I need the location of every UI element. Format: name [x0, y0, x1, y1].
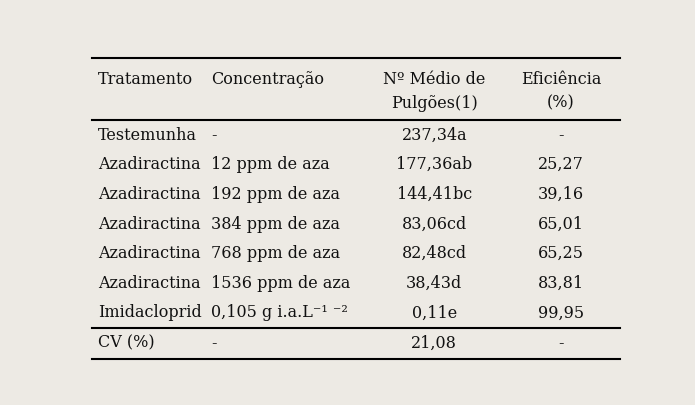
- Text: Azadiractina: Azadiractina: [97, 275, 200, 292]
- Text: -: -: [211, 127, 216, 144]
- Text: -: -: [558, 127, 564, 144]
- Text: Concentração: Concentração: [211, 71, 324, 88]
- Text: -: -: [558, 335, 564, 352]
- Text: 25,27: 25,27: [538, 156, 584, 173]
- Text: 384 ppm de aza: 384 ppm de aza: [211, 215, 340, 232]
- Text: Tratamento: Tratamento: [97, 71, 193, 88]
- Text: -: -: [211, 335, 216, 352]
- Text: Testemunha: Testemunha: [97, 127, 197, 144]
- Text: Azadiractina: Azadiractina: [97, 156, 200, 173]
- Text: 0,11e: 0,11e: [411, 305, 457, 322]
- Text: 177,36ab: 177,36ab: [396, 156, 473, 173]
- Text: 237,34a: 237,34a: [402, 127, 467, 144]
- Text: 65,25: 65,25: [538, 245, 584, 262]
- Text: Azadiractina: Azadiractina: [97, 215, 200, 232]
- Text: 39,16: 39,16: [538, 186, 584, 203]
- Text: 83,81: 83,81: [538, 275, 584, 292]
- Text: 99,95: 99,95: [538, 305, 584, 322]
- Text: Eficiência: Eficiência: [521, 71, 601, 88]
- Text: 768 ppm de aza: 768 ppm de aza: [211, 245, 340, 262]
- Text: 82,48cd: 82,48cd: [402, 245, 467, 262]
- Text: (%): (%): [547, 95, 575, 112]
- Text: 0,105 g i.a.L⁻¹ ⁻²: 0,105 g i.a.L⁻¹ ⁻²: [211, 305, 348, 322]
- Text: Imidacloprid: Imidacloprid: [97, 305, 202, 322]
- Text: 144,41bc: 144,41bc: [397, 186, 472, 203]
- Text: 192 ppm de aza: 192 ppm de aza: [211, 186, 340, 203]
- Text: 1536 ppm de aza: 1536 ppm de aza: [211, 275, 350, 292]
- Text: 21,08: 21,08: [411, 335, 457, 352]
- Text: Nº Médio de: Nº Médio de: [383, 71, 486, 88]
- Text: Pulgões(1): Pulgões(1): [391, 95, 477, 112]
- Text: 38,43d: 38,43d: [406, 275, 462, 292]
- Text: Azadiractina: Azadiractina: [97, 245, 200, 262]
- Text: Azadiractina: Azadiractina: [97, 186, 200, 203]
- Text: 12 ppm de aza: 12 ppm de aza: [211, 156, 329, 173]
- Text: 83,06cd: 83,06cd: [402, 215, 467, 232]
- Text: CV (%): CV (%): [97, 335, 154, 352]
- Text: 65,01: 65,01: [538, 215, 584, 232]
